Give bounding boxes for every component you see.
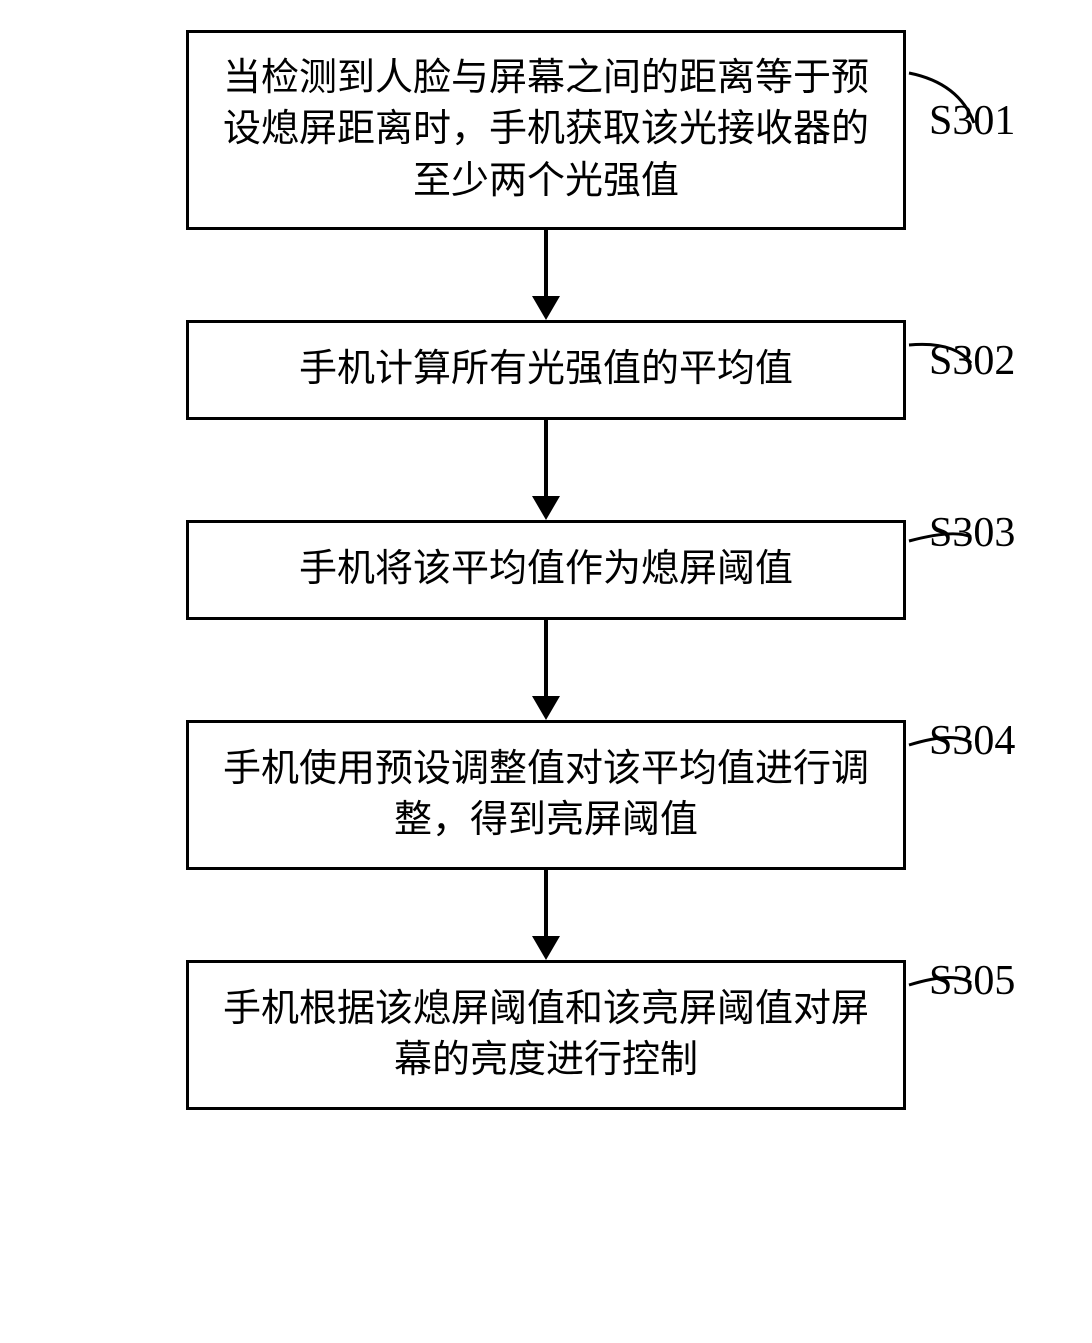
flow-step-s302: 手机计算所有光强值的平均值 S302 bbox=[186, 320, 906, 420]
flow-step-text: 当检测到人脸与屏幕之间的距离等于预设熄屏距离时，手机获取该光接收器的至少两个光强… bbox=[209, 53, 883, 207]
flow-step-s305: 手机根据该熄屏阈值和该亮屏阈值对屏幕的亮度进行控制 S305 bbox=[186, 960, 906, 1110]
flow-step-text: 手机使用预设调整值对该平均值进行调整，得到亮屏阈值 bbox=[209, 744, 883, 847]
flow-step-label-s302: S302 bbox=[929, 333, 1015, 390]
flow-step-label-s305: S305 bbox=[929, 953, 1015, 1010]
flow-step-label-s303: S303 bbox=[929, 505, 1015, 562]
flow-step-text: 手机计算所有光强值的平均值 bbox=[209, 344, 883, 395]
flow-step-text: 手机将该平均值作为熄屏阈值 bbox=[209, 544, 883, 595]
flow-arrow bbox=[50, 620, 1042, 720]
flow-step-s303: 手机将该平均值作为熄屏阈值 S303 bbox=[186, 520, 906, 620]
flow-step-s304: 手机使用预设调整值对该平均值进行调整，得到亮屏阈值 S304 bbox=[186, 720, 906, 870]
flow-step-label-s304: S304 bbox=[929, 713, 1015, 770]
flow-step-s301: 当检测到人脸与屏幕之间的距离等于预设熄屏距离时，手机获取该光接收器的至少两个光强… bbox=[186, 30, 906, 230]
flowchart-container: 当检测到人脸与屏幕之间的距离等于预设熄屏距离时，手机获取该光接收器的至少两个光强… bbox=[50, 30, 1042, 1110]
flow-step-text: 手机根据该熄屏阈值和该亮屏阈值对屏幕的亮度进行控制 bbox=[209, 984, 883, 1087]
flow-arrow bbox=[50, 420, 1042, 520]
flow-step-label-s301: S301 bbox=[929, 93, 1015, 150]
flow-arrow bbox=[50, 230, 1042, 320]
flow-arrow bbox=[50, 870, 1042, 960]
